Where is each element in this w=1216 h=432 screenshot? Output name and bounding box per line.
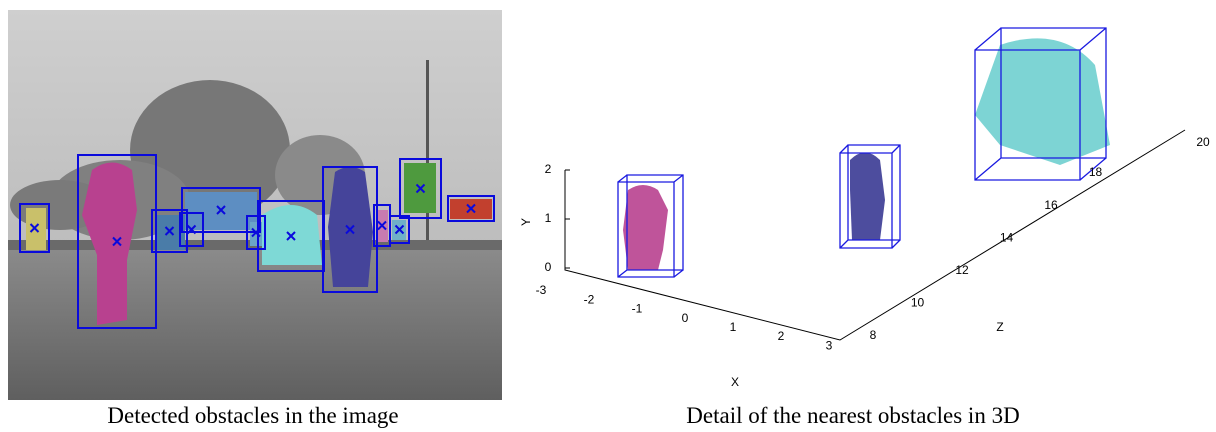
x-tick-label: 0 — [682, 311, 689, 325]
y-tick-label: 1 — [545, 211, 552, 225]
x-tick-label: 2 — [778, 329, 785, 343]
y-axis-label: Y — [519, 218, 533, 226]
x-tick-label: -3 — [536, 283, 547, 297]
z-tick-label: 18 — [1089, 165, 1103, 179]
caption: Detected obstacles in the image — [107, 403, 398, 428]
x-tick-label: -2 — [584, 292, 595, 306]
z-tick-label: 10 — [911, 296, 925, 310]
x-axis-label: X — [731, 375, 739, 389]
obstacle-2 — [850, 153, 885, 241]
z-axis-label: Z — [996, 320, 1003, 334]
figure: Detected obstacles in the image -3 -2 -1 0 1… — [0, 0, 1216, 432]
x-tick-label: -1 — [632, 302, 643, 316]
plot-3d — [565, 28, 1185, 340]
z-tick-label: 12 — [955, 263, 969, 277]
x-tick-label: 1 — [730, 320, 737, 334]
z-tick-label: 8 — [870, 328, 877, 342]
y-tick-label: 0 — [545, 260, 552, 274]
obstacle-3 — [975, 38, 1110, 165]
x-tick-label: 3 — [826, 338, 833, 352]
obstacle-1 — [623, 185, 668, 270]
y-tick-label: 2 — [545, 162, 552, 176]
z-tick-label: 14 — [1000, 230, 1014, 244]
caption: Detail of the nearest obstacles in 3D — [686, 403, 1019, 428]
z-tick-label: 20 — [1196, 135, 1210, 149]
z-tick-label: 16 — [1044, 198, 1058, 212]
